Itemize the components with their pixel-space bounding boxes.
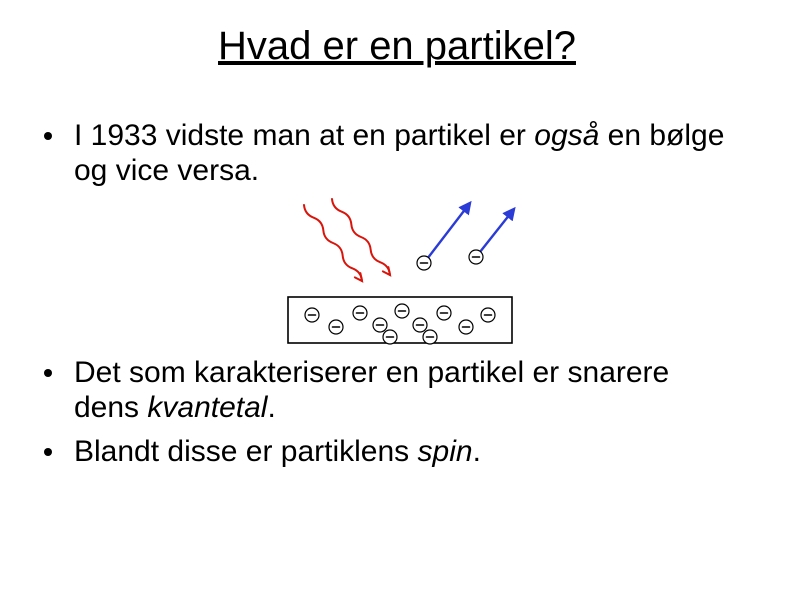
bullet-emph: kvantetal [147,391,267,424]
bullet-item: I 1933 vidste man at en partikel er også… [34,118,734,189]
bullet-text: . [267,391,275,424]
bullet-emph: også [534,119,599,152]
diagram-svg [270,195,530,355]
bullet-text: . [473,435,481,468]
bullet-emph: spin [418,435,473,468]
bullet-text: Blandt disse er partiklens [74,435,418,468]
slide: Hvad er en partikel? I 1933 vidste man a… [0,0,794,595]
slide-title: Hvad er en partikel? [0,24,794,69]
bullet-text: I 1933 vidste man at en partikel er [74,119,534,152]
photoelectric-diagram [270,195,530,355]
bullet-item: Det som karakteriserer en partikel er sn… [34,355,734,426]
bullet-item: Blandt disse er partiklens spin. [34,434,734,469]
